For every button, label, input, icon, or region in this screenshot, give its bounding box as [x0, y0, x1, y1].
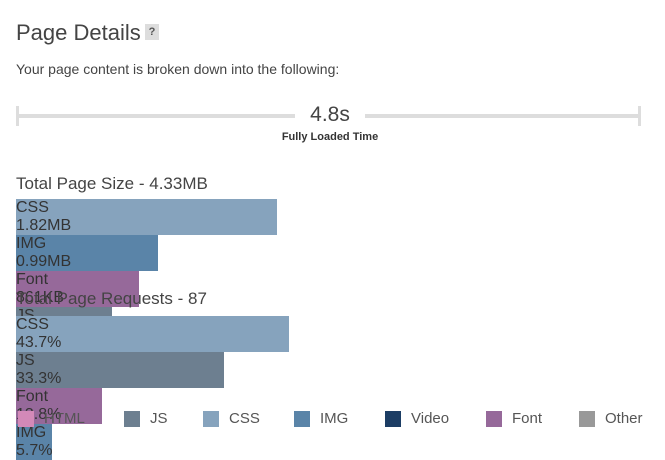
legend-label: HTML: [44, 410, 85, 427]
legend-swatch: [294, 410, 310, 427]
legend-label: Font: [512, 410, 543, 427]
legend-swatch: [203, 410, 219, 427]
size-title: Total Page Size - 4.33MB: [16, 174, 208, 193]
legend-swatch: [385, 410, 401, 427]
subtitle: Your page content is broken down into th…: [16, 61, 340, 77]
requests-bar: CSS 43.7% JS 33.3% Font 13.8% IMG 5.7%: [16, 316, 641, 460]
segment-name: CSS: [16, 199, 49, 216]
segment-name: IMG: [16, 235, 47, 252]
segment-name: CSS: [16, 316, 49, 333]
legend-label: IMG: [320, 410, 349, 427]
segment-value: 5.7%: [16, 442, 53, 459]
segment-value: 33.3%: [16, 370, 62, 387]
segment-name: Font: [16, 271, 49, 288]
segment-name: Font: [16, 388, 49, 405]
legend-label: Other: [605, 410, 643, 427]
legend-swatch: [18, 410, 34, 427]
legend-item: IMG: [294, 410, 348, 427]
legend-label: CSS: [229, 410, 260, 427]
legend-label: Video: [411, 410, 450, 427]
bar-segment: CSS 1.82MB: [16, 199, 277, 235]
legend-swatch: [124, 410, 140, 427]
bar-segment: JS 33.3%: [16, 352, 225, 388]
bar-segment: CSS 43.7%: [16, 316, 290, 352]
bar-segment: IMG 0.99MB: [16, 235, 158, 271]
title: Page Details: [16, 20, 141, 45]
legend-item: HTML: [18, 410, 85, 427]
legend-swatch: [486, 410, 502, 427]
bar-segment: Font 861KB: [16, 271, 140, 307]
segment-value: 43.7%: [16, 334, 62, 351]
legend-item: Font: [486, 410, 542, 427]
legend-swatch: [579, 410, 595, 427]
legend-item: Other: [579, 410, 643, 427]
segment-value: 0.99MB: [16, 253, 72, 270]
segment-name: JS: [16, 352, 35, 369]
bar-segment: IMG 5.7%: [16, 424, 52, 460]
load-time-label: Fully Loaded Time: [281, 131, 379, 143]
load-time: 4.8s: [295, 103, 365, 127]
segment-value: 861KB: [16, 289, 65, 306]
legend-item: CSS: [203, 410, 260, 427]
timeline-cap: [16, 106, 19, 126]
legend-item: JS: [124, 410, 168, 427]
help-button[interactable]: ?: [145, 24, 159, 40]
legend-label: JS: [150, 410, 168, 427]
timeline-cap: [638, 106, 641, 126]
requests-title: Total Page Requests - 87: [16, 289, 207, 308]
legend-item: Video: [385, 410, 449, 427]
segment-value: 1.82MB: [16, 217, 72, 234]
segment-name: IMG: [16, 424, 47, 441]
